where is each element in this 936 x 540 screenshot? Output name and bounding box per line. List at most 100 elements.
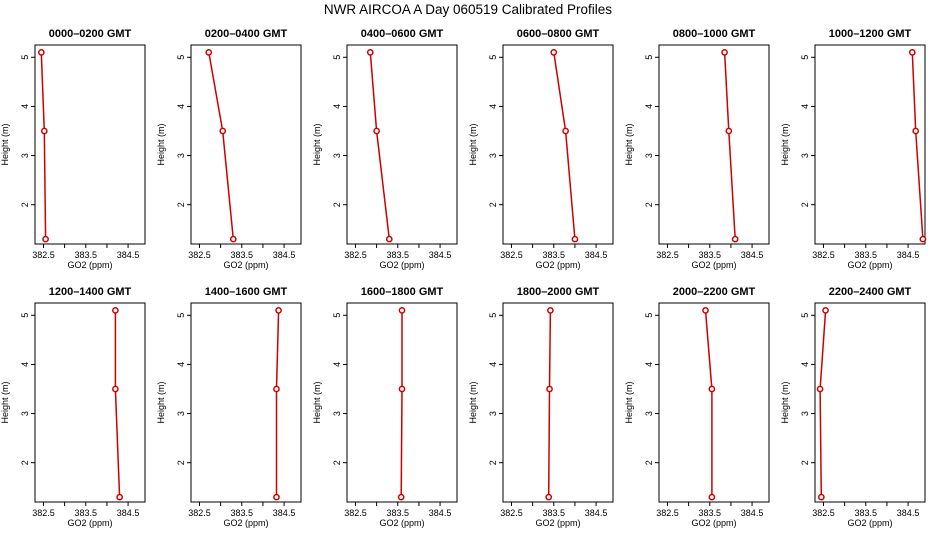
plot-frame bbox=[814, 44, 926, 245]
profile-line bbox=[400, 310, 403, 498]
profile-panel: 0800–1000 GMT 382.5 383.5 384.5 2 3 4 5 GO2 (ppm… bbox=[624, 28, 770, 270]
figure-title: NWR AIRCOA A Day 060519 Calibrated Profi… bbox=[324, 2, 612, 17]
y-tick-label: 4 bbox=[332, 104, 342, 109]
y-tick-label: 3 bbox=[488, 153, 498, 158]
data-point bbox=[275, 307, 282, 314]
y-tick-label: 3 bbox=[800, 153, 810, 158]
y-tick-label: 3 bbox=[176, 153, 186, 158]
x-tick-label: 384.5 bbox=[741, 508, 764, 518]
y-tick-label: 4 bbox=[332, 362, 342, 367]
x-tick-label: 382.5 bbox=[188, 508, 211, 518]
y-tick-label: 2 bbox=[800, 202, 810, 207]
x-axis-label: GO2 (ppm) bbox=[691, 518, 736, 528]
y-tick-label: 4 bbox=[488, 362, 498, 367]
plot-frame bbox=[346, 302, 458, 503]
profile-line bbox=[723, 52, 736, 240]
x-tick-label: 384.5 bbox=[117, 250, 140, 260]
profile-panel: 1400–1600 GMT 382.5 383.5 384.5 2 3 4 5 GO2 (ppm… bbox=[156, 286, 302, 528]
x-tick-label: 382.5 bbox=[500, 250, 523, 260]
y-axis-label: Height (m) bbox=[780, 381, 790, 423]
plot-frame bbox=[34, 44, 146, 245]
panel-title: 1600–1800 GMT bbox=[361, 286, 444, 298]
x-tick-label: 382.5 bbox=[656, 250, 679, 260]
y-tick-label: 5 bbox=[644, 313, 654, 318]
data-point bbox=[550, 49, 558, 56]
x-axis-label: GO2 (ppm) bbox=[691, 260, 736, 270]
data-point bbox=[725, 127, 733, 135]
y-axis-label: Height (m) bbox=[312, 381, 322, 423]
y-tick-label: 5 bbox=[488, 55, 498, 60]
data-point bbox=[908, 49, 916, 56]
data-point bbox=[116, 493, 123, 501]
data-point bbox=[708, 385, 716, 393]
y-tick-label: 2 bbox=[332, 460, 342, 465]
y-tick-label: 3 bbox=[20, 411, 30, 416]
profile-panel: 1200–1400 GMT 382.5 383.5 384.5 2 3 4 5 GO2 (ppm… bbox=[0, 286, 146, 528]
x-axis-label: GO2 (ppm) bbox=[67, 518, 112, 528]
y-tick-label: 2 bbox=[644, 460, 654, 465]
profile-line bbox=[208, 52, 235, 240]
x-tick-label: 384.5 bbox=[897, 508, 920, 518]
x-tick-label: 384.5 bbox=[897, 250, 920, 260]
y-tick-label: 5 bbox=[20, 55, 30, 60]
x-tick-label: 384.5 bbox=[585, 508, 608, 518]
x-tick-label: 382.5 bbox=[344, 508, 367, 518]
y-tick-label: 5 bbox=[332, 55, 342, 60]
panel-title: 1400–1600 GMT bbox=[205, 286, 288, 298]
x-tick-label: 383.5 bbox=[855, 250, 878, 260]
y-tick-label: 4 bbox=[800, 362, 810, 367]
profile-line bbox=[40, 52, 47, 240]
plot-frame bbox=[190, 302, 302, 503]
y-tick-label: 4 bbox=[176, 104, 186, 109]
data-point bbox=[721, 49, 728, 56]
x-tick-label: 384.5 bbox=[117, 508, 140, 518]
panel-title: 1200–1400 GMT bbox=[49, 286, 132, 298]
y-tick-label: 3 bbox=[644, 153, 654, 158]
y-tick-label: 2 bbox=[800, 460, 810, 465]
panel-grid: 0000–0200 GMT 382.5 383.5 384.5 2 3 4 5 GO2 (ppm… bbox=[0, 28, 927, 528]
x-tick-label: 383.5 bbox=[387, 250, 410, 260]
x-axis-label: GO2 (ppm) bbox=[379, 260, 424, 270]
y-tick-label: 4 bbox=[20, 104, 30, 109]
plot-frame bbox=[346, 44, 458, 245]
panel-title: 0800–1000 GMT bbox=[673, 28, 756, 40]
plot-frame bbox=[814, 302, 926, 503]
y-tick-label: 5 bbox=[800, 313, 810, 318]
x-tick-label: 384.5 bbox=[585, 250, 608, 260]
x-tick-label: 382.5 bbox=[812, 508, 835, 518]
data-point bbox=[571, 235, 579, 243]
x-tick-label: 384.5 bbox=[429, 508, 452, 518]
x-axis-label: GO2 (ppm) bbox=[379, 518, 424, 528]
x-tick-label: 383.5 bbox=[75, 508, 98, 518]
data-point bbox=[385, 235, 393, 243]
x-axis-label: GO2 (ppm) bbox=[847, 260, 892, 270]
plot-frame bbox=[502, 44, 614, 245]
data-point bbox=[42, 235, 49, 243]
y-tick-label: 3 bbox=[644, 411, 654, 416]
data-point bbox=[273, 385, 280, 393]
x-tick-label: 382.5 bbox=[500, 508, 523, 518]
y-tick-label: 5 bbox=[488, 313, 498, 318]
y-tick-label: 5 bbox=[20, 313, 30, 318]
profile-panel: 0000–0200 GMT 382.5 383.5 384.5 2 3 4 5 GO2 (ppm… bbox=[0, 28, 146, 270]
y-tick-label: 4 bbox=[800, 104, 810, 109]
x-tick-label: 382.5 bbox=[188, 250, 211, 260]
y-tick-label: 2 bbox=[20, 202, 30, 207]
data-point bbox=[547, 307, 554, 314]
y-tick-label: 3 bbox=[488, 411, 498, 416]
data-point bbox=[397, 493, 405, 501]
profile-line bbox=[369, 52, 391, 240]
y-tick-label: 2 bbox=[176, 202, 186, 207]
profile-panel: 1800–2000 GMT 382.5 383.5 384.5 2 3 4 5 GO2 (ppm… bbox=[468, 286, 614, 528]
data-point bbox=[816, 385, 824, 393]
y-tick-label: 2 bbox=[488, 202, 498, 207]
data-point bbox=[398, 385, 406, 393]
y-tick-label: 5 bbox=[644, 55, 654, 60]
data-point bbox=[219, 127, 227, 135]
data-point bbox=[37, 49, 45, 56]
plot-frame bbox=[658, 302, 770, 503]
data-point bbox=[229, 235, 237, 243]
profile-panel: 2200–2400 GMT 382.5 383.5 384.5 2 3 4 5 GO2 (ppm… bbox=[780, 286, 926, 528]
y-axis-label: Height (m) bbox=[0, 381, 10, 423]
y-tick-label: 3 bbox=[176, 411, 186, 416]
